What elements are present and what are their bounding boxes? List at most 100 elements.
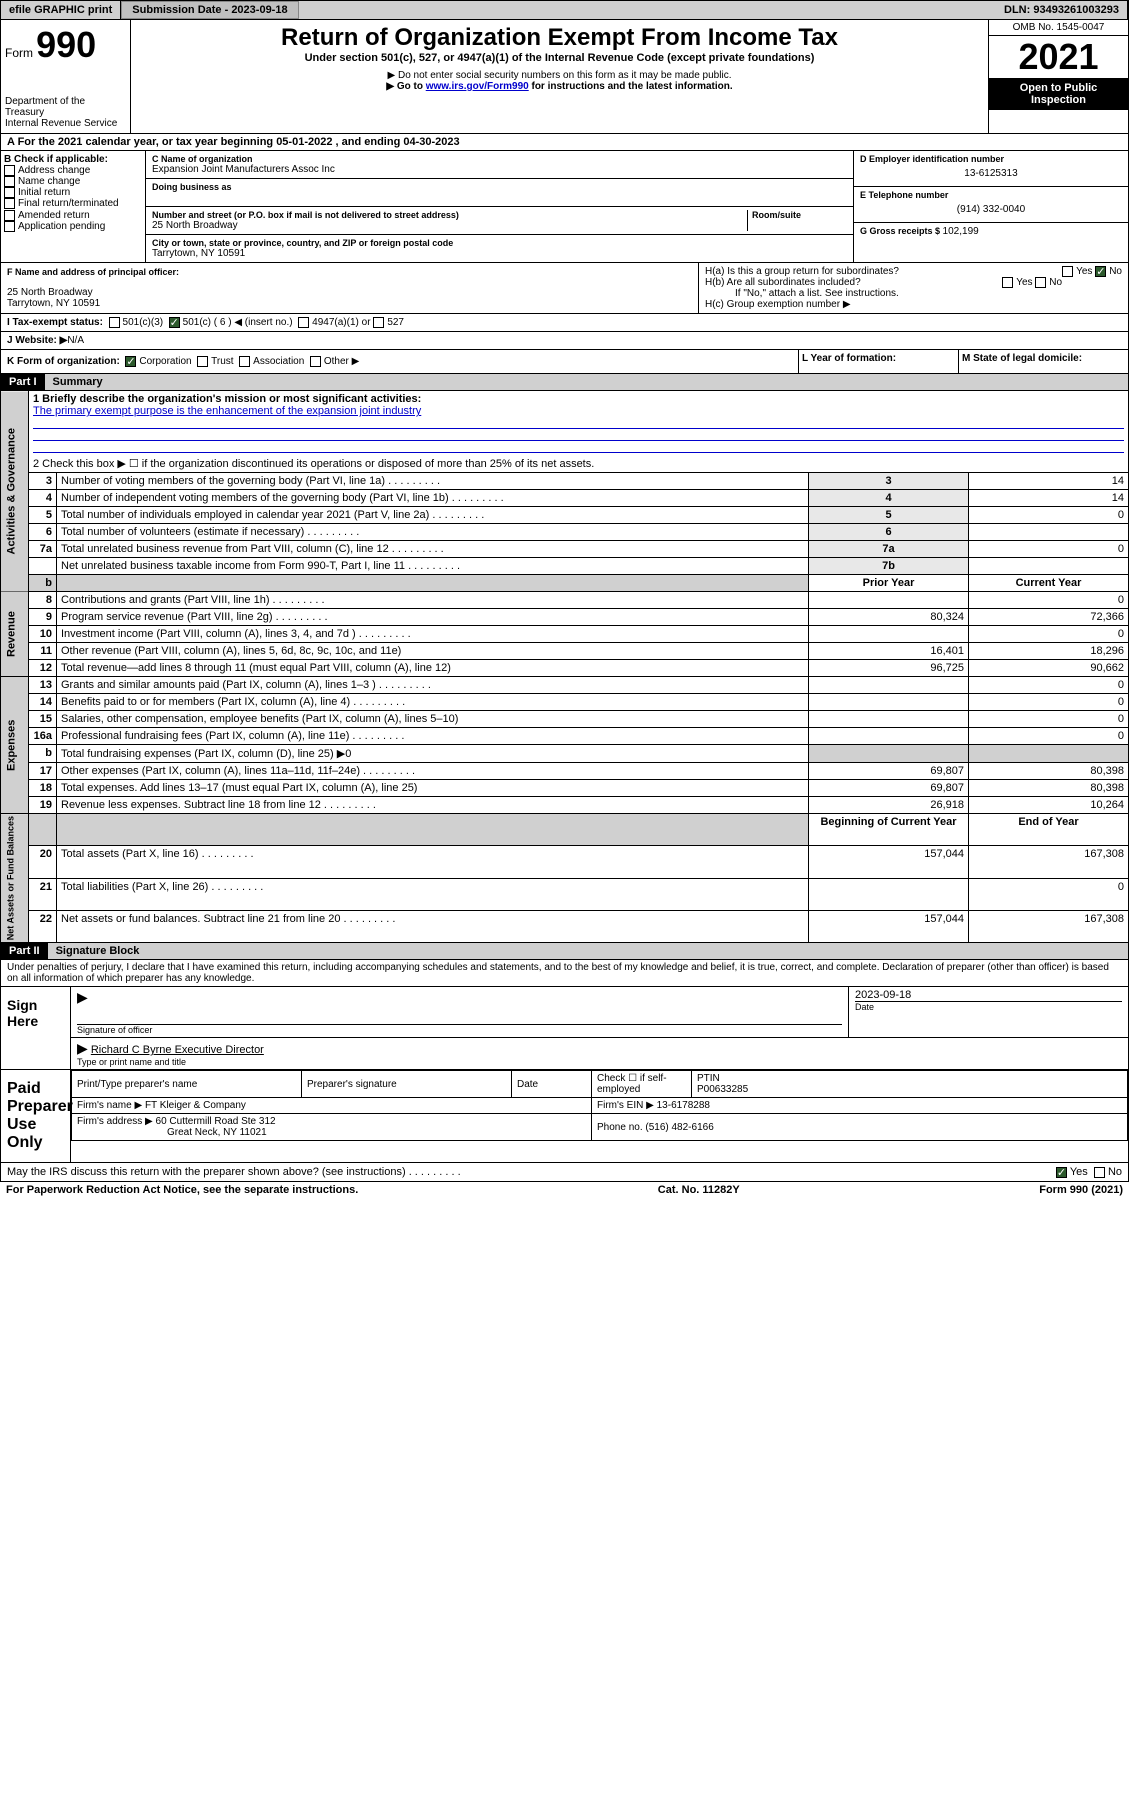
col-b-checkboxes: B Check if applicable: Address change Na… xyxy=(1,151,146,262)
form990-link[interactable]: www.irs.gov/Form990 xyxy=(426,81,529,92)
line11: Other revenue (Part VIII, column (A), li… xyxy=(57,643,809,660)
cb-corp[interactable] xyxy=(125,356,136,367)
ptin-value: P00633285 xyxy=(697,1084,748,1095)
org-city: Tarrytown, NY 10591 xyxy=(152,248,847,259)
form-title: Return of Organization Exempt From Incom… xyxy=(135,24,984,52)
cat-no: Cat. No. 11282Y xyxy=(658,1184,740,1196)
cb-527[interactable] xyxy=(373,317,384,328)
c-label: C Name of organization xyxy=(152,154,847,164)
arrow-icon: ▶ xyxy=(77,989,88,1005)
line19: Revenue less expenses. Subtract line 18 … xyxy=(57,797,809,814)
firm-ein: 13-6178288 xyxy=(657,1100,710,1111)
cb-final-return[interactable]: Final return/terminated xyxy=(4,198,142,209)
line1-label: 1 Briefly describe the organization's mi… xyxy=(33,393,1124,405)
hb-yes[interactable] xyxy=(1002,277,1013,288)
line16b: Total fundraising expenses (Part IX, col… xyxy=(57,745,809,763)
line4-text: Number of independent voting members of … xyxy=(57,490,809,507)
line18: Total expenses. Add lines 13–17 (must eq… xyxy=(57,780,809,797)
line13: Grants and similar amounts paid (Part IX… xyxy=(57,677,809,694)
section-f-h: F Name and address of principal officer:… xyxy=(0,263,1129,314)
dln: DLN: 93493261003293 xyxy=(996,1,1128,19)
f-label: F Name and address of principal officer: xyxy=(7,267,692,277)
discuss-row: May the IRS discuss this return with the… xyxy=(0,1163,1129,1182)
summary-table: Activities & Governance 1 Briefly descri… xyxy=(0,391,1129,943)
e-phone-label: E Telephone number xyxy=(860,190,1122,200)
ha-yes[interactable] xyxy=(1062,266,1073,277)
h-a: H(a) Is this a group return for subordin… xyxy=(705,266,1122,277)
i-label: I Tax-exempt status: xyxy=(7,317,103,328)
public-inspection: Open to Public Inspection xyxy=(989,78,1128,110)
cb-trust[interactable] xyxy=(197,356,208,367)
paid-preparer-block: Paid Preparer Use Only Print/Type prepar… xyxy=(0,1070,1129,1163)
ein-value: 13-6125313 xyxy=(860,164,1122,183)
firm-ein-label: Firm's EIN ▶ xyxy=(597,1100,657,1111)
cb-address-change[interactable]: Address change xyxy=(4,165,142,176)
penalty-text: Under penalties of perjury, I declare th… xyxy=(0,960,1129,987)
city-label: City or town, state or province, country… xyxy=(152,238,847,248)
hb-no[interactable] xyxy=(1035,277,1046,288)
prep-date-hdr: Date xyxy=(512,1071,592,1098)
cb-501c[interactable] xyxy=(169,317,180,328)
line3-val: 14 xyxy=(969,473,1129,490)
submission-date[interactable]: Submission Date - 2023-09-18 xyxy=(121,1,298,19)
h-c: H(c) Group exemption number ▶ xyxy=(705,299,1122,310)
subtitle-2: ▶ Do not enter social security numbers o… xyxy=(135,70,984,81)
j-label: J Website: ▶ xyxy=(7,335,67,346)
line7a-text: Total unrelated business revenue from Pa… xyxy=(57,541,809,558)
part2-badge: Part II xyxy=(1,943,48,959)
efile-label[interactable]: efile GRAPHIC print xyxy=(1,1,121,19)
line14: Benefits paid to or for members (Part IX… xyxy=(57,694,809,711)
row-klm: K Form of organization: Corporation Trus… xyxy=(0,350,1129,374)
line6-val xyxy=(969,524,1129,541)
h-note: If "No," attach a list. See instructions… xyxy=(705,288,1122,299)
row-a-tax-year: A For the 2021 calendar year, or tax yea… xyxy=(0,134,1129,151)
line21: Total liabilities (Part X, line 26) xyxy=(57,878,809,910)
website-value: N/A xyxy=(67,335,84,346)
part-1-header: Part I Summary xyxy=(0,374,1129,391)
cb-name-change[interactable]: Name change xyxy=(4,176,142,187)
subtitle-3: ▶ Go to www.irs.gov/Form990 for instruct… xyxy=(135,81,984,92)
cb-assoc[interactable] xyxy=(239,356,250,367)
form-header: Form 990 Department of the Treasury Inte… xyxy=(0,20,1129,134)
subtitle-1: Under section 501(c), 527, or 4947(a)(1)… xyxy=(135,52,984,64)
dept-treasury: Department of the Treasury xyxy=(5,96,126,118)
discuss-yes[interactable] xyxy=(1056,1167,1067,1178)
firm-name-label: Firm's name ▶ xyxy=(77,1100,145,1111)
officer-addr1: 25 North Broadway xyxy=(7,287,692,298)
k-label: K Form of organization: xyxy=(7,356,120,367)
line8: Contributions and grants (Part VIII, lin… xyxy=(57,592,809,609)
part1-title: Summary xyxy=(45,374,1128,390)
line22: Net assets or fund balances. Subtract li… xyxy=(57,911,809,943)
line7b-text: Net unrelated business taxable income fr… xyxy=(57,558,809,575)
cb-initial-return[interactable]: Initial return xyxy=(4,187,142,198)
self-employed[interactable]: Check ☐ if self-employed xyxy=(592,1071,692,1098)
ptin-label: PTIN xyxy=(697,1073,720,1084)
cb-app-pending[interactable]: Application pending xyxy=(4,221,142,232)
form-number: 990 xyxy=(36,24,96,65)
h-b: H(b) Are all subordinates included? Yes … xyxy=(705,277,1122,288)
gross-receipts: 102,199 xyxy=(943,226,979,237)
row-j: J Website: ▶ N/A xyxy=(0,332,1129,350)
mission-text[interactable]: The primary exempt purpose is the enhanc… xyxy=(33,405,421,417)
officer-name: Richard C Byrne Executive Director xyxy=(91,1044,264,1056)
discuss-no[interactable] xyxy=(1094,1167,1105,1178)
g-gross-label: G Gross receipts $ xyxy=(860,226,943,236)
page-footer: For Paperwork Reduction Act Notice, see … xyxy=(0,1182,1129,1198)
cb-other[interactable] xyxy=(310,356,321,367)
cb-4947[interactable] xyxy=(298,317,309,328)
cb-501c3[interactable] xyxy=(109,317,120,328)
side-governance: Activities & Governance xyxy=(1,391,29,592)
ha-no[interactable] xyxy=(1095,266,1106,277)
cb-amended[interactable]: Amended return xyxy=(4,210,142,221)
dba-label: Doing business as xyxy=(152,182,847,192)
line3-text: Number of voting members of the governin… xyxy=(57,473,809,490)
arrow-icon-2: ▶ xyxy=(77,1040,88,1056)
firm-phone-label: Phone no. xyxy=(597,1122,645,1133)
firm-name: FT Kleiger & Company xyxy=(145,1100,246,1111)
sign-here-block: Sign Here ▶ Signature of officer 2023-09… xyxy=(0,987,1129,1070)
side-revenue: Revenue xyxy=(1,592,29,677)
n3: 3 xyxy=(29,473,57,490)
firm-addr1: 60 Cuttermill Road Ste 312 xyxy=(156,1116,276,1127)
topbar: efile GRAPHIC print Submission Date - 20… xyxy=(0,0,1129,20)
prep-name-hdr: Print/Type preparer's name xyxy=(72,1071,302,1098)
